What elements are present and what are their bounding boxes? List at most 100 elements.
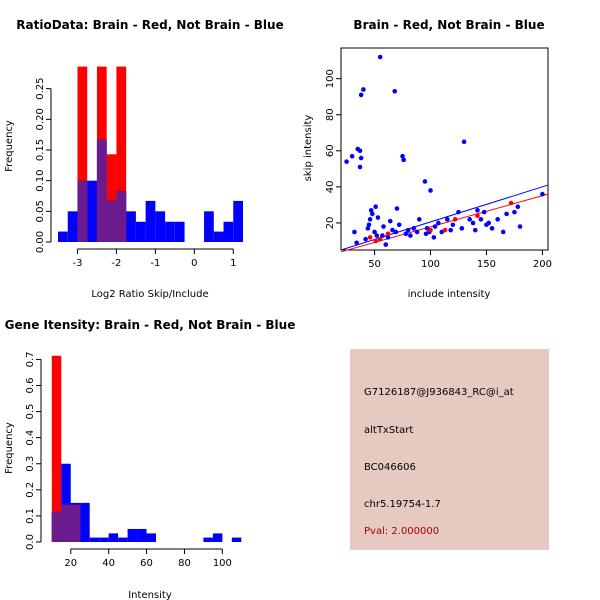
not-brain-point <box>461 139 467 145</box>
brain-point <box>475 213 480 219</box>
y-tick-label: 0.0 <box>25 534 36 550</box>
not-brain-bar <box>77 180 88 242</box>
not-brain-bar <box>231 537 242 542</box>
not-brain-point <box>439 229 445 235</box>
not-brain-bar <box>127 528 138 542</box>
not-brain-point <box>478 217 484 222</box>
not-brain-point <box>383 242 389 247</box>
not-brain-point <box>372 229 377 235</box>
not-brain-bar <box>118 537 128 542</box>
not-brain-bar <box>174 221 185 242</box>
not-brain-point <box>504 211 509 217</box>
brain-point <box>373 238 378 244</box>
y-tick-label: 80 <box>325 108 336 121</box>
location-text: chr5.19754-1.7 <box>364 499 441 510</box>
ratio-hist-ylabel: Frequency <box>4 120 15 172</box>
not-brain-point <box>352 229 357 235</box>
y-tick-label: 0.15 <box>35 139 46 161</box>
not-brain-point <box>422 179 428 184</box>
not-brain-point <box>444 217 450 222</box>
overlap-bar <box>77 180 88 242</box>
brain-point <box>508 200 514 206</box>
not-brain-bar <box>99 537 109 542</box>
not-brain-bar <box>80 502 90 542</box>
overlap-bar <box>116 191 127 242</box>
not-brain-point <box>512 209 517 215</box>
not-brain-point <box>408 233 413 238</box>
y-tick-label: 0.20 <box>35 108 46 130</box>
y-tick-label: 0.3 <box>25 456 36 472</box>
not-brain-point <box>370 211 375 217</box>
y-tick-label: 0.6 <box>25 378 36 394</box>
not-brain-bar <box>108 533 119 542</box>
not-brain-bar <box>137 528 147 542</box>
x-tick-label: 60 <box>140 558 153 569</box>
brain-point <box>442 227 448 233</box>
not-brain-point <box>394 206 400 211</box>
x-tick-label: 40 <box>102 558 115 569</box>
brain-point <box>385 231 391 237</box>
scatter-ylabel: skip intensity <box>303 115 314 182</box>
x-tick-label: 150 <box>477 259 496 270</box>
not-brain-point <box>358 92 364 98</box>
not-brain-bar <box>233 200 243 242</box>
not-brain-bar <box>146 533 157 542</box>
not-brain-bar <box>213 231 224 242</box>
not-brain-point <box>344 159 349 164</box>
not-brain-point <box>540 191 545 197</box>
not-brain-bar <box>116 191 127 242</box>
y-tick-label: 60 <box>325 144 336 157</box>
overlap-bar <box>61 504 71 542</box>
not-brain-bar <box>70 502 81 542</box>
x-tick-label: 200 <box>533 259 552 270</box>
not-brain-point <box>357 148 363 154</box>
brain-bar <box>77 66 88 242</box>
not-brain-bar <box>61 463 71 542</box>
not-brain-bar <box>67 211 78 242</box>
not-brain-point <box>357 164 363 170</box>
not-brain-point <box>358 155 364 161</box>
not-brain-point <box>354 240 359 246</box>
gene-hist-title: Gene Itensity: Brain - Red, Not Brain - … <box>5 318 296 332</box>
brain-bar <box>106 154 117 242</box>
y-tick-label: 0.7 <box>25 351 36 367</box>
not-brain-point <box>467 217 472 222</box>
y-tick-label: 0.25 <box>35 78 46 100</box>
not-brain-bar <box>155 211 166 242</box>
x-tick-label: -3 <box>72 258 82 269</box>
not-brain-point <box>365 226 371 231</box>
not-brain-point <box>363 236 368 242</box>
y-tick-label: 0.1 <box>25 508 36 524</box>
pval-text: Pval: 2.000000 <box>364 526 440 537</box>
not-brain-bar <box>87 180 97 242</box>
not-brain-point <box>436 220 441 226</box>
y-tick-label: 0.4 <box>25 430 36 446</box>
x-tick-label: -1 <box>150 258 160 269</box>
not-brain-point <box>448 227 453 233</box>
brain-point <box>367 235 373 240</box>
brain-bar <box>70 504 81 542</box>
not-brain-point <box>424 226 430 231</box>
not-brain-bar <box>96 139 107 242</box>
y-tick-label: 100 <box>325 69 336 88</box>
gene-hist-xlabel: Intensity <box>128 590 172 600</box>
not-brain-bar <box>58 231 68 242</box>
not-brain-point <box>486 220 491 226</box>
not-brain-bar <box>106 200 117 242</box>
not-brain-bar <box>126 211 136 242</box>
brain-bar <box>51 355 62 542</box>
brain-point <box>428 227 433 233</box>
probe-info-panel: G7126187@J936843_RC@i_at altTxStart BC04… <box>350 349 549 550</box>
not-brain-point <box>349 153 355 159</box>
not-brain-point <box>380 233 385 238</box>
not-brain-point <box>423 231 429 237</box>
not-brain-point <box>367 217 373 222</box>
not-brain-point <box>368 208 374 213</box>
not-brain-point <box>515 204 521 210</box>
x-tick-label: 1 <box>230 258 236 269</box>
not-brain-point <box>428 188 433 193</box>
not-brain-point <box>361 87 366 92</box>
not-brain-bar <box>145 200 156 242</box>
not-brain-point <box>432 224 438 229</box>
not-brain-point <box>417 217 422 222</box>
